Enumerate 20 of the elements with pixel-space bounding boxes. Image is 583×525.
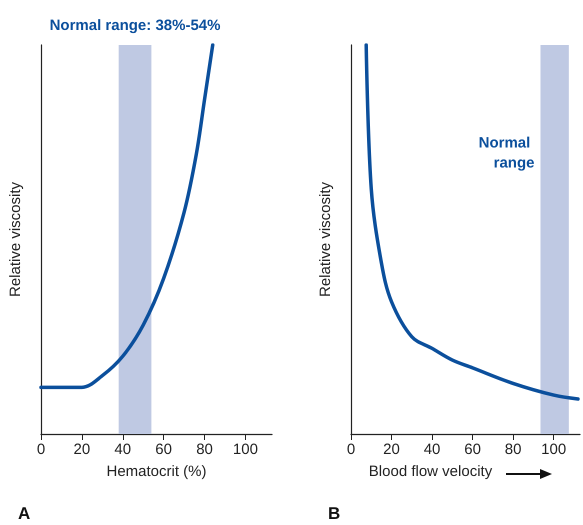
x-tick-label: 40 [114, 441, 132, 458]
x-tick-label: 60 [464, 441, 481, 458]
x-tick-label: 40 [424, 441, 440, 458]
x-tick-label: 0 [346, 441, 356, 458]
text: A [18, 504, 30, 523]
x-tick-label: 20 [383, 441, 400, 458]
x-tick-label: 80 [196, 441, 213, 458]
x-tick-label: 100 [232, 441, 258, 458]
x-tick-label: 60 [155, 441, 172, 458]
band-label: Normal range [478, 134, 534, 172]
x-tick-label: 0 [36, 441, 46, 458]
x-tick-label: 20 [74, 441, 90, 458]
band-label: Normal range: 38%-54% [50, 17, 220, 34]
x-tick-label: 100 [541, 441, 566, 458]
x-axis-title: Hematocrit (%) [106, 463, 207, 480]
x-tick-label: 80 [504, 441, 522, 458]
y-axis-title: Relative viscosity [317, 181, 334, 298]
text: B [328, 504, 340, 523]
x-axis-title: Blood flow velocity [368, 463, 493, 480]
y-axis-title: Relative viscosity [7, 181, 24, 298]
